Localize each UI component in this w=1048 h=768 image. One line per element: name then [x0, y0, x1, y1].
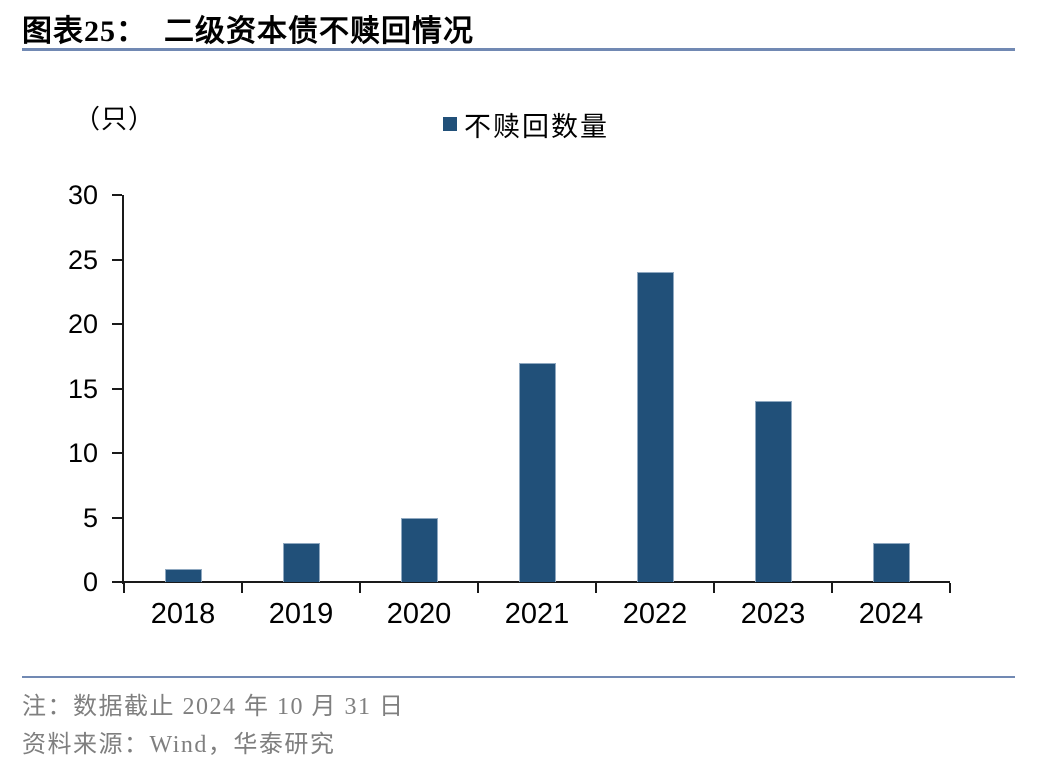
x-axis-tick-5 — [713, 583, 715, 593]
bar-2021 — [518, 362, 556, 582]
title-underline-rule — [22, 48, 1015, 51]
x-axis-label-2018: 2018 — [150, 598, 216, 630]
y-axis-tick-30 — [112, 194, 122, 196]
x-axis-tick-4 — [595, 583, 597, 593]
source-attribution-text: 资料来源：Wind，华泰研究 — [22, 732, 336, 758]
bar-2019 — [282, 543, 320, 582]
y-axis-tick-label-30: 30 — [67, 180, 98, 210]
y-axis-tick-label-15: 15 — [67, 373, 98, 404]
y-axis-tick-15 — [112, 387, 122, 390]
x-axis-label-2019: 2019 — [268, 598, 334, 630]
legend-swatch-icon — [443, 117, 457, 131]
x-axis-tick-6 — [831, 583, 833, 593]
y-axis-tick-label-5: 5 — [82, 502, 98, 533]
x-axis-tick-2 — [359, 583, 361, 593]
bar-2022 — [636, 272, 674, 582]
y-axis-line — [122, 195, 124, 584]
chart-title: 图表25： 二级资本债不赎回情况 — [22, 15, 474, 48]
x-axis-label-2023: 2023 — [740, 598, 806, 630]
chart-legend: 不赎回数量 — [443, 109, 609, 142]
y-axis-tick-label-10: 10 — [67, 438, 98, 468]
x-axis-label-2024: 2024 — [858, 598, 924, 630]
y-axis-tick-25 — [112, 258, 122, 261]
x-axis-tick-7 — [949, 583, 951, 593]
y-axis-unit-label: （只） — [74, 105, 156, 134]
x-axis-tick-3 — [477, 583, 479, 593]
bar-2018 — [164, 569, 202, 582]
bar-2020 — [400, 517, 438, 582]
x-axis-label-2022: 2022 — [622, 598, 688, 630]
y-axis-tick-label-25: 25 — [67, 244, 98, 275]
y-axis-tick-0 — [112, 581, 122, 583]
bar-2023 — [754, 401, 792, 582]
x-axis-line — [122, 581, 950, 583]
y-axis-tick-label-20: 20 — [67, 309, 98, 339]
footer-divider-rule — [22, 676, 1015, 678]
x-axis-label-2020: 2020 — [386, 598, 452, 630]
bar-2024 — [872, 543, 910, 582]
y-axis-tick-10 — [112, 452, 122, 454]
footnote-text: 注：数据截止 2024 年 10 月 31 日 — [22, 694, 405, 720]
x-axis-tick-0 — [123, 583, 125, 593]
x-axis-label-2021: 2021 — [504, 598, 570, 630]
x-axis-tick-1 — [241, 583, 243, 593]
y-axis-tick-label-0: 0 — [82, 567, 98, 597]
legend-series-label: 不赎回数量 — [464, 111, 609, 142]
y-axis-tick-5 — [112, 516, 122, 519]
y-axis-tick-20 — [112, 323, 122, 325]
